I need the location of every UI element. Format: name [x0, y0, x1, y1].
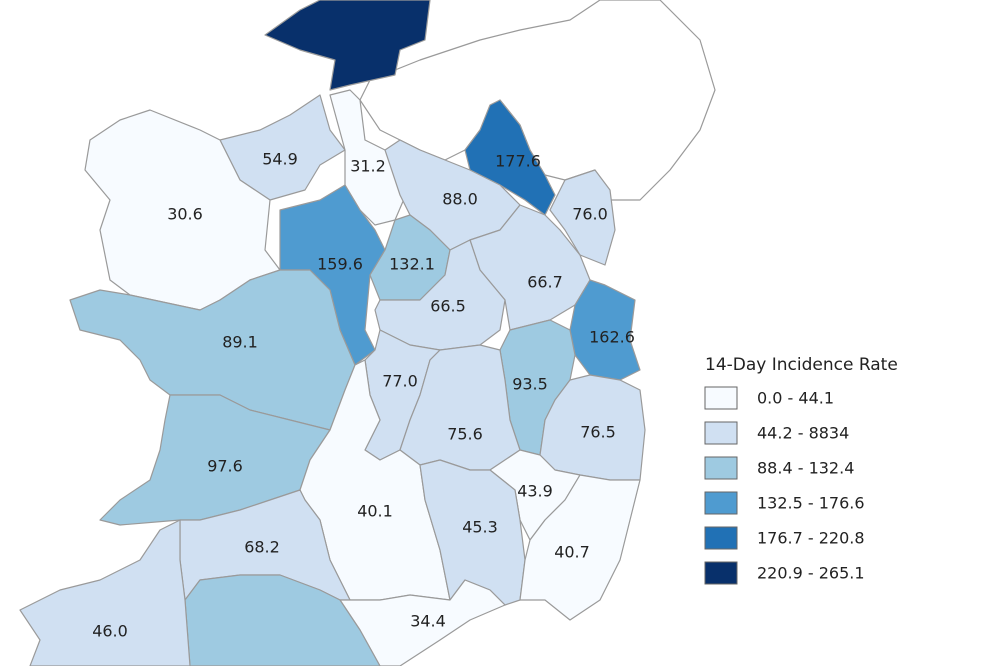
region-label: 40.1	[357, 502, 393, 521]
region-label: 132.1	[389, 255, 435, 274]
region	[264, 0, 431, 91]
region	[339, 579, 506, 666]
region-label: 76.0	[572, 205, 608, 224]
legend-swatch	[704, 456, 738, 480]
region-label: 31.2	[350, 157, 386, 176]
region-label: 66.5	[430, 297, 466, 316]
legend-swatch	[704, 491, 738, 515]
region-label: 77.0	[382, 372, 418, 391]
region-label: 159.6	[317, 255, 363, 274]
region-label: 162.6	[589, 328, 635, 347]
legend-label: 132.5 - 176.6	[757, 494, 865, 513]
legend-title: 14-Day Incidence Rate	[705, 355, 898, 375]
region-label: 68.2	[244, 538, 280, 557]
region	[19, 519, 191, 666]
legend-label: 220.9 - 265.1	[757, 564, 865, 583]
region-label: 66.7	[527, 273, 563, 292]
region-label: 30.6	[167, 205, 203, 224]
region-label: 89.1	[222, 333, 258, 352]
region-label: 177.6	[495, 152, 541, 171]
legend-label: 0.0 - 44.1	[757, 389, 834, 408]
region-label: 75.6	[447, 425, 483, 444]
region-label: 34.4	[410, 612, 446, 631]
legend: 14-Day Incidence Rate 0.0 - 44.1 44.2 - 8…	[704, 355, 898, 585]
region-label: 76.5	[580, 423, 616, 442]
region	[519, 474, 641, 621]
region-label: 43.9	[517, 482, 553, 501]
region-label: 97.6	[207, 457, 243, 476]
legend-swatch	[704, 561, 738, 585]
legend-label: 176.7 - 220.8	[757, 529, 865, 548]
region-label: 45.3	[462, 518, 498, 537]
region-labels: 54.9 31.2 177.6 30.6 88.0 76.0 159.6 132.1 66.7 6…	[92, 150, 635, 641]
legend-label: 88.4 - 132.4	[757, 459, 854, 478]
region	[184, 574, 381, 666]
region-label: 88.0	[442, 190, 478, 209]
region-label: 54.9	[262, 150, 298, 169]
legend-swatch	[704, 421, 738, 445]
legend-swatch	[704, 386, 738, 410]
region	[549, 169, 616, 266]
regions	[19, 0, 646, 666]
region-label: 93.5	[512, 375, 548, 394]
region-label: 40.7	[554, 543, 590, 562]
legend-label: 44.2 - 8834	[757, 424, 849, 443]
region-label: 46.0	[92, 622, 128, 641]
legend-swatch	[704, 526, 738, 550]
